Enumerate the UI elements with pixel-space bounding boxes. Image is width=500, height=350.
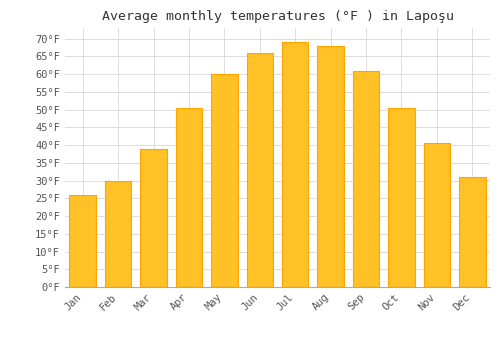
Bar	[353, 71, 380, 287]
Bar	[70, 195, 96, 287]
Bar	[246, 53, 273, 287]
Bar	[176, 108, 202, 287]
Bar	[318, 46, 344, 287]
Bar	[424, 143, 450, 287]
Bar	[388, 108, 414, 287]
Bar	[282, 42, 308, 287]
Bar	[105, 181, 132, 287]
Title: Average monthly temperatures (°F ) in Lapoşu: Average monthly temperatures (°F ) in La…	[102, 10, 454, 23]
Bar	[211, 74, 238, 287]
Bar	[459, 177, 485, 287]
Bar	[140, 149, 167, 287]
